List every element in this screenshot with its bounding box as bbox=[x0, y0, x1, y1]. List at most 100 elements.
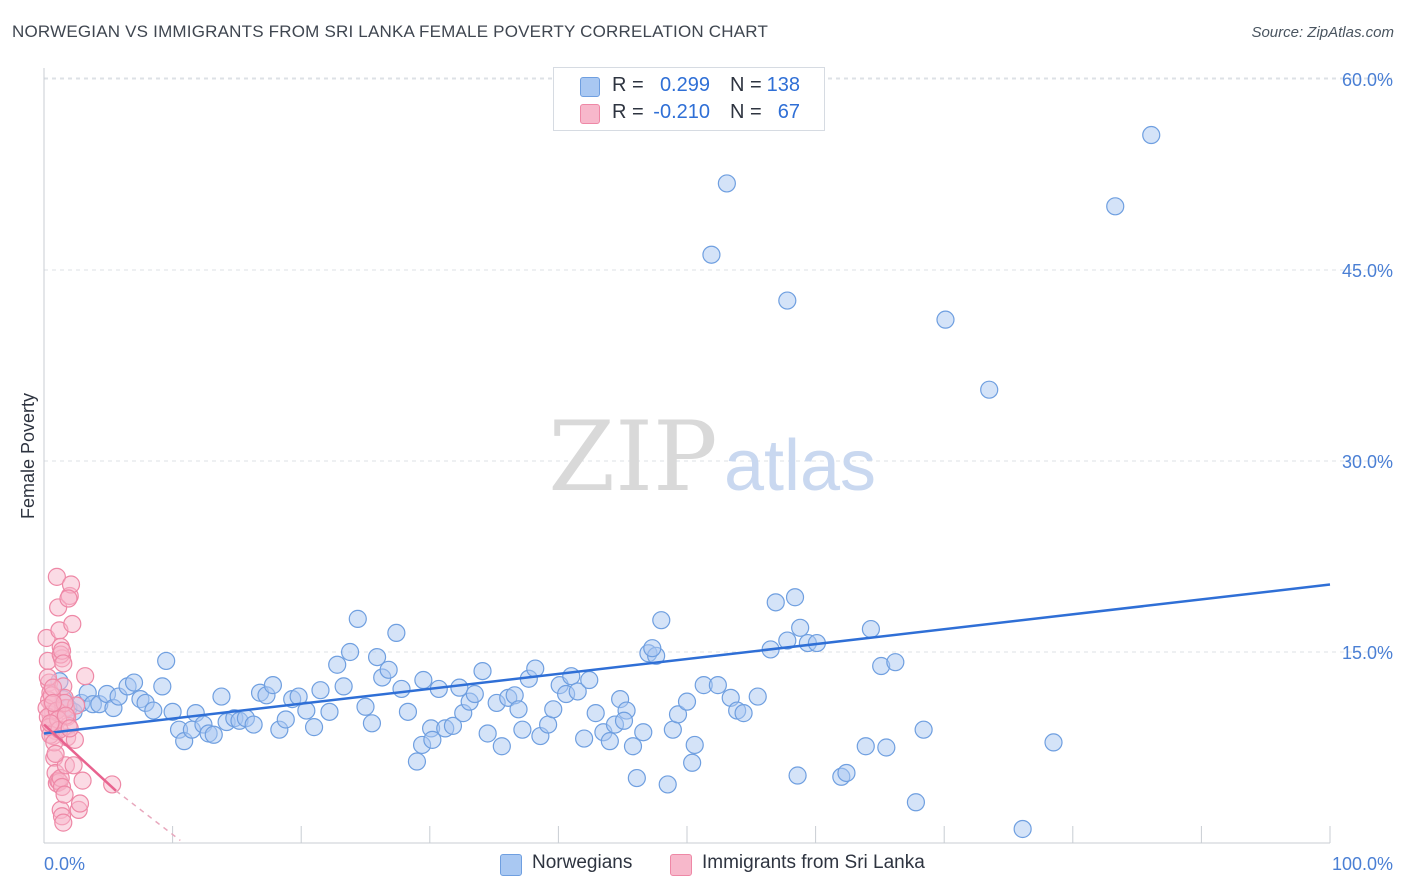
legend-r-value: 0.299 bbox=[659, 74, 710, 96]
data-point-sri-lanka bbox=[59, 589, 78, 608]
data-point-norwegians bbox=[304, 718, 324, 737]
data-point-norwegians bbox=[276, 710, 295, 729]
data-point-norwegians bbox=[791, 618, 810, 637]
data-point-norwegians bbox=[367, 647, 387, 667]
data-point-norwegians bbox=[212, 687, 231, 706]
watermark-atlas: atlas bbox=[724, 426, 876, 506]
data-point-norwegians bbox=[348, 609, 367, 628]
legend-r-label: R = bbox=[612, 101, 644, 123]
data-point-norwegians bbox=[334, 677, 353, 696]
data-point-norwegians bbox=[886, 653, 905, 672]
data-point-norwegians bbox=[539, 715, 558, 734]
legend-n-label: N = bbox=[730, 101, 762, 123]
data-point-norwegians bbox=[734, 704, 753, 723]
trend-lines bbox=[43, 583, 1331, 842]
bottom-legend-label: Immigrants from Sri Lanka bbox=[702, 852, 925, 873]
data-point-norwegians bbox=[163, 702, 182, 721]
y-tick-label: 60.0% bbox=[1342, 70, 1393, 90]
data-point-norwegians bbox=[580, 670, 599, 690]
grid-lines bbox=[44, 77, 1394, 653]
data-point-norwegians bbox=[634, 723, 653, 742]
data-point-norwegians bbox=[906, 793, 926, 812]
data-point-sri-lanka bbox=[70, 794, 90, 813]
data-point-norwegians bbox=[356, 697, 375, 716]
watermark-zip: ZIP bbox=[548, 401, 717, 513]
data-point-norwegians bbox=[157, 651, 176, 671]
data-point-norwegians bbox=[643, 639, 662, 658]
data-point-norwegians bbox=[526, 659, 545, 678]
data-point-norwegians bbox=[465, 684, 484, 704]
legend-n-value: 138 bbox=[766, 74, 800, 96]
data-point-norwegians bbox=[153, 677, 172, 696]
data-point-norwegians bbox=[414, 670, 433, 690]
data-point-norwegians bbox=[320, 702, 339, 721]
data-point-norwegians bbox=[392, 679, 411, 699]
data-point-sri-lanka bbox=[60, 719, 79, 738]
data-point-norwegians bbox=[663, 720, 682, 739]
data-point-norwegians bbox=[204, 725, 223, 744]
data-point-norwegians bbox=[379, 660, 398, 679]
data-point-norwegians bbox=[478, 724, 497, 743]
data-point-norwegians bbox=[627, 768, 646, 788]
legend-swatch-pink bbox=[580, 104, 600, 124]
bottom-legend-label: Norwegians bbox=[532, 852, 633, 873]
data-point-norwegians bbox=[914, 720, 933, 739]
data-point-norwegians bbox=[1013, 819, 1032, 839]
data-point-norwegians bbox=[492, 737, 511, 756]
data-point-norwegians bbox=[340, 642, 360, 662]
data-point-sri-lanka bbox=[103, 775, 122, 794]
data-point-norwegians bbox=[562, 667, 581, 686]
data-point-norwegians bbox=[623, 737, 643, 756]
legend-r-value: -0.210 bbox=[653, 101, 710, 123]
data-point-norwegians bbox=[443, 716, 463, 735]
data-point-norwegians bbox=[1142, 125, 1161, 145]
data-point-norwegians bbox=[328, 655, 347, 674]
data-point-norwegians bbox=[788, 766, 807, 785]
data-point-sri-lanka bbox=[76, 667, 95, 686]
data-point-norwegians bbox=[473, 661, 492, 681]
data-point-norwegians bbox=[877, 738, 896, 757]
data-point-norwegians bbox=[423, 730, 442, 749]
data-point-norwegians bbox=[614, 711, 634, 730]
x-tick-label: 100.0% bbox=[1332, 854, 1393, 874]
watermark: ZIP atlas bbox=[548, 401, 876, 513]
data-point-norwegians bbox=[600, 732, 619, 751]
data-point-sri-lanka bbox=[73, 771, 92, 790]
y-axis-label: Female Poverty bbox=[18, 393, 38, 519]
data-point-norwegians bbox=[856, 737, 875, 756]
data-point-sri-lanka bbox=[43, 693, 63, 713]
legend-swatch-blue bbox=[580, 77, 600, 97]
data-point-norwegians bbox=[677, 692, 697, 711]
data-point-sri-lanka bbox=[54, 813, 73, 832]
legend-row-sri-lanka: R = -0.210 N = 67 bbox=[554, 101, 824, 127]
data-point-norwegians bbox=[785, 588, 805, 607]
data-point-norwegians bbox=[513, 720, 532, 739]
data-point-norwegians bbox=[658, 775, 677, 794]
data-point-norwegians bbox=[668, 705, 688, 724]
legend-n-label: N = bbox=[730, 74, 762, 96]
data-point-norwegians bbox=[575, 729, 594, 748]
data-point-norwegians bbox=[263, 676, 283, 695]
data-point-norwegians bbox=[398, 702, 418, 721]
correlation-legend: R = 0.299 N = 138 R = -0.210 N = 67 bbox=[553, 67, 825, 131]
legend-row-norwegians: R = 0.299 N = 138 bbox=[554, 74, 824, 100]
data-point-norwegians bbox=[387, 623, 406, 643]
trend-line-sri-lanka-extension bbox=[115, 790, 181, 842]
data-point-norwegians bbox=[144, 701, 163, 720]
data-point-sri-lanka bbox=[54, 654, 73, 673]
trend-line-sri-lanka bbox=[43, 723, 117, 792]
data-point-norwegians bbox=[652, 611, 671, 630]
data-point-sri-lanka bbox=[63, 614, 82, 634]
data-point-norwegians bbox=[509, 700, 528, 719]
data-point-norwegians bbox=[685, 735, 704, 755]
data-point-sri-lanka bbox=[43, 678, 63, 697]
trend-line-norwegians bbox=[43, 583, 1331, 735]
data-point-norwegians bbox=[586, 704, 605, 723]
data-point-norwegians bbox=[362, 714, 382, 733]
data-point-norwegians bbox=[936, 310, 955, 329]
axes bbox=[43, 68, 1331, 844]
chart-title: NORWEGIAN VS IMMIGRANTS FROM SRI LANKA F… bbox=[12, 22, 769, 41]
data-point-norwegians bbox=[837, 763, 856, 783]
data-point-norwegians bbox=[407, 752, 427, 771]
